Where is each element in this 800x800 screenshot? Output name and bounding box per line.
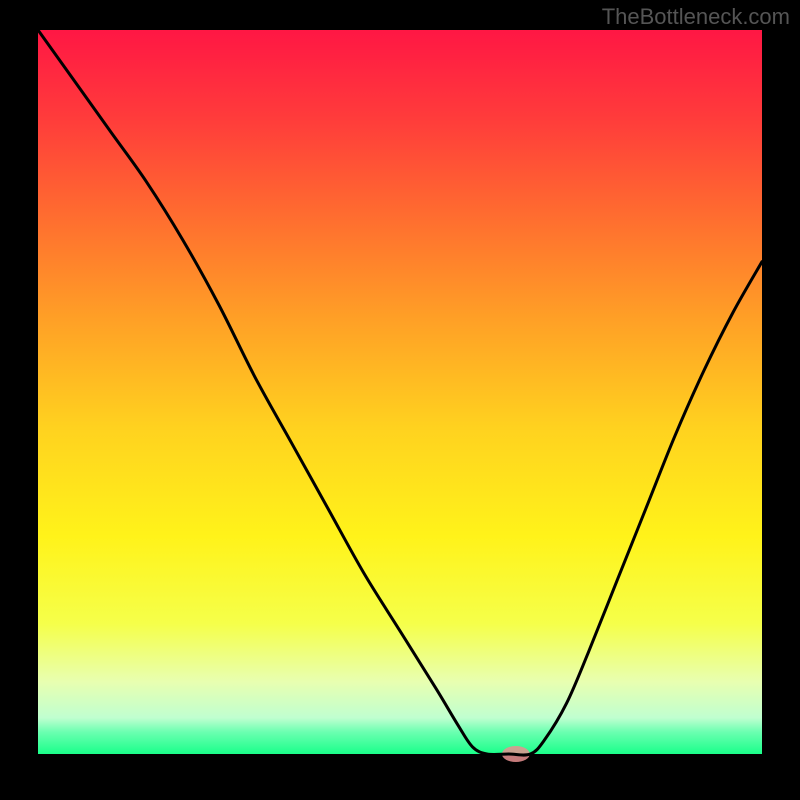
bottleneck-chart	[0, 0, 800, 800]
watermark-text: TheBottleneck.com	[602, 4, 790, 30]
chart-container: TheBottleneck.com	[0, 0, 800, 800]
